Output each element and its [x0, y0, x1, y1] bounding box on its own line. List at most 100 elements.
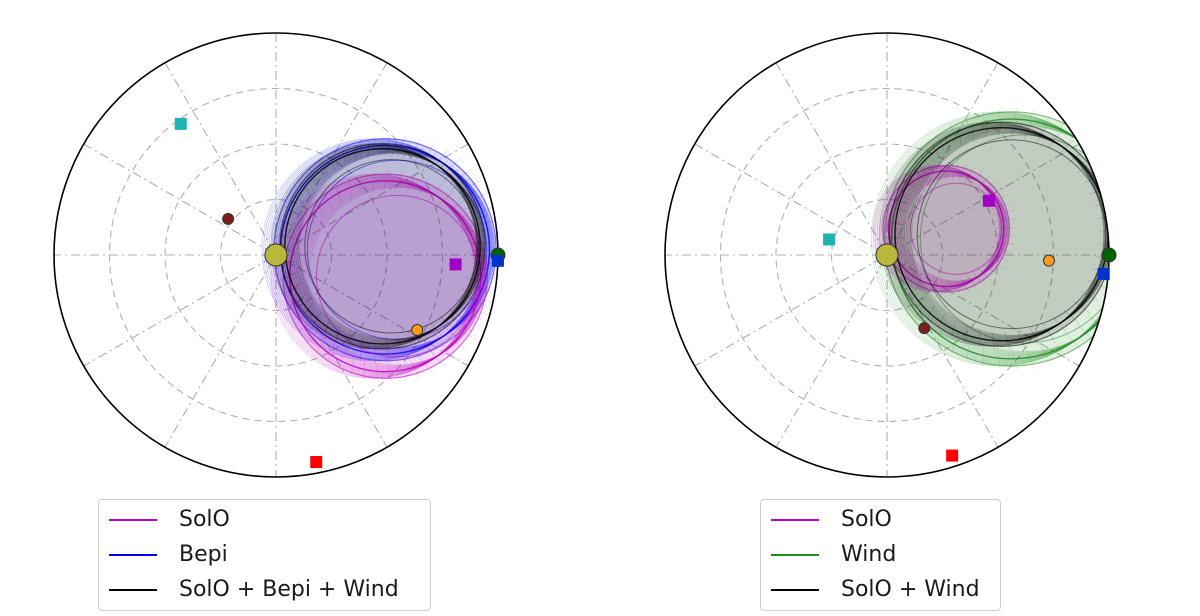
shell-ring [290, 150, 483, 343]
legend-right: SolO Wind SolO + Wind [760, 499, 1001, 611]
shell-ring [886, 124, 1107, 345]
shell-hatch [981, 262, 999, 276]
shell-hatch [292, 309, 308, 319]
shell-hatch [291, 236, 307, 246]
legend-label: SolO [841, 507, 892, 532]
shell-hatch [296, 293, 307, 303]
shell-hatch [1116, 267, 1144, 273]
magenta-square-marker [449, 258, 462, 271]
shell-hatch [1035, 126, 1047, 144]
shell-hatch [279, 273, 295, 280]
shell-ring [876, 113, 1109, 365]
shell-ring [295, 182, 483, 370]
shell-ring [880, 122, 1105, 347]
red-square-marker [946, 449, 959, 462]
shell-ring [900, 175, 1008, 283]
shell-hatch [418, 353, 434, 374]
shell-ring [899, 129, 1109, 340]
shell-ring [883, 123, 1106, 346]
shell-hatch [347, 178, 352, 199]
shell-ring [908, 132, 1109, 337]
shell-hatch [1058, 140, 1074, 156]
blue-square-marker [1097, 267, 1110, 280]
shell-ring [897, 121, 1109, 357]
red-square-marker [310, 456, 323, 469]
shell-ring [286, 179, 481, 374]
venus-marker [918, 322, 931, 335]
shell-hatch [351, 355, 355, 375]
shell-hatch [1065, 332, 1084, 353]
legend-line-solo [109, 518, 157, 521]
legend-line-combined [109, 588, 157, 591]
shell-hatch [471, 285, 497, 295]
shell-hatch [900, 274, 913, 283]
shell-hatch [971, 270, 986, 287]
shell-hatch [1112, 189, 1139, 198]
shell-hatch [290, 283, 301, 291]
right-panel: SolO Wind SolO + Wind [615, 0, 1200, 616]
shell-hatch [1041, 323, 1054, 340]
shell-solo-bepi-wind [270, 140, 493, 353]
shell-hatch [891, 222, 905, 226]
shell-hatch [1068, 149, 1086, 164]
shell-hatch [413, 147, 425, 163]
shell-hatch [1039, 343, 1052, 367]
sun-marker [875, 243, 899, 267]
shell-hatch [951, 125, 958, 146]
shell-ring [294, 151, 484, 341]
shell-hatch [285, 271, 297, 278]
shell-wind [870, 107, 1148, 371]
shell-hatch [988, 252, 1009, 262]
shell-hatch [429, 322, 443, 337]
shell-hatch [471, 254, 492, 258]
shell-hatch [441, 158, 461, 176]
shell-hatch [428, 348, 446, 368]
shell-hatch [453, 326, 476, 340]
legend-entry: SolO [109, 502, 418, 537]
shell-ring [893, 172, 1006, 286]
shell-hatch [951, 332, 958, 353]
shell-hatch [283, 221, 296, 227]
shell-hatch [990, 201, 1012, 210]
shell-hatch [1052, 316, 1068, 333]
shell-hatch [472, 242, 493, 244]
shell-hatch [463, 307, 490, 316]
shells-layer [261, 134, 498, 383]
shell-hatch [434, 160, 449, 174]
shell-ring [909, 125, 1109, 353]
shell-ring [904, 130, 1109, 338]
shell-hatch [966, 117, 971, 139]
shell-ring [899, 121, 1109, 357]
shell-hatch [932, 144, 940, 159]
shell-ring [281, 177, 479, 375]
shell-hatch [1087, 279, 1108, 289]
shell-inner [916, 139, 1107, 330]
shell-hatch [346, 143, 350, 164]
shell-hatch [455, 298, 473, 309]
shell-ring [284, 178, 480, 374]
shell-hatch [469, 285, 496, 289]
shell-hatch [293, 196, 304, 205]
shell-hatch [313, 311, 322, 324]
shell-hatch [916, 295, 927, 308]
shell-hatch [1047, 132, 1061, 149]
shell-ring [899, 174, 1008, 283]
shell-hatch [911, 166, 923, 178]
shell-ring [308, 187, 487, 366]
shell-ring [902, 175, 1009, 282]
shell-hatch [332, 330, 339, 350]
shell-hatch [416, 177, 430, 198]
shell-hatch [1119, 222, 1148, 225]
shell-hatch [300, 184, 310, 195]
legend-line-wind [771, 553, 819, 556]
shell-hatch [902, 182, 912, 196]
shell-hatch [888, 204, 901, 212]
legend-entry: SolO + Bepi + Wind [109, 572, 418, 607]
shell-hatch [458, 190, 477, 200]
shell-hatch [342, 149, 346, 165]
shell-hatch [420, 143, 435, 164]
shell-ring [898, 128, 1109, 340]
shell-ring [872, 165, 1000, 293]
shell-hatch [964, 325, 968, 343]
shell-hatch [1099, 230, 1109, 232]
